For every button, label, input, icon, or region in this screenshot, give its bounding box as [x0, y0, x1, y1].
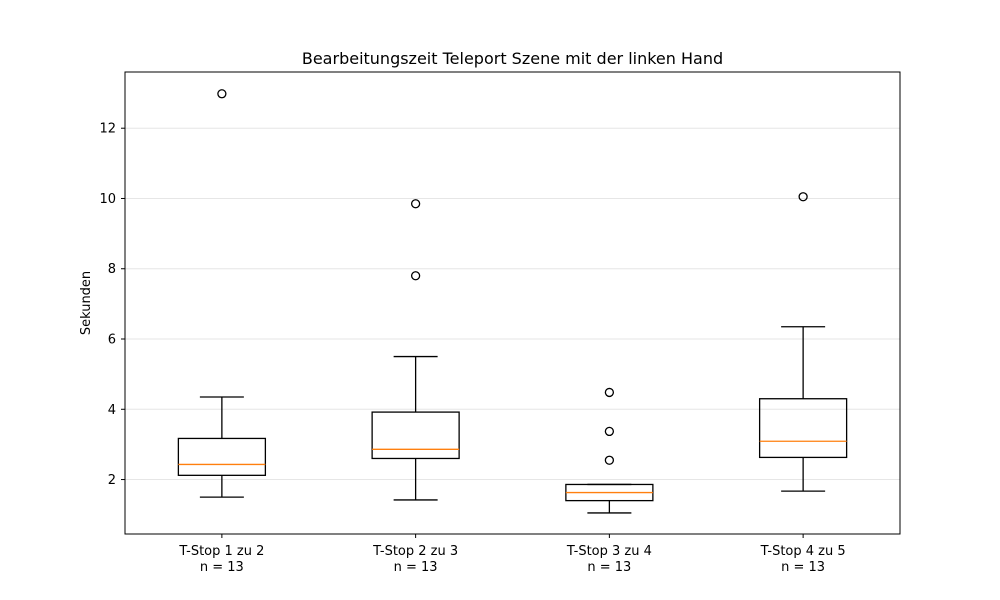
x-tick-sample-size: n = 13	[587, 560, 631, 575]
x-tick-label: T-Stop 4 zu 5	[760, 544, 846, 559]
y-axis: 2 4 6 8 10 12	[99, 122, 125, 488]
y-axis-label: Sekunden	[79, 271, 94, 335]
box-group	[758, 192, 848, 492]
grid-lines	[125, 127, 900, 481]
chart-title: Bearbeitungszeit Teleport Szene mit der …	[302, 49, 723, 68]
iqr-box	[177, 437, 267, 476]
x-tick-sample-size: n = 13	[200, 560, 244, 575]
y-tick-label: 8	[108, 262, 116, 277]
outlier-point	[410, 271, 421, 281]
x-tick-label: T-Stop 1 zu 2	[178, 544, 264, 559]
box-group	[177, 89, 267, 498]
x-tick-sample-size: n = 13	[394, 560, 438, 575]
y-tick-label: 2	[108, 473, 116, 488]
outlier-point	[217, 89, 227, 99]
y-tick-label: 4	[108, 403, 116, 418]
outlier-point	[604, 455, 615, 465]
outlier-point	[798, 192, 808, 202]
iqr-box	[371, 411, 460, 460]
y-tick-label: 12	[99, 122, 116, 137]
x-tick-sample-size: n = 13	[781, 560, 825, 575]
outlier-point	[410, 199, 421, 209]
boxes	[177, 89, 848, 514]
outlier-point	[604, 387, 615, 398]
box-group	[371, 199, 460, 501]
plot-frame	[124, 71, 901, 535]
box-group	[565, 387, 654, 514]
y-tick-label: 6	[108, 333, 116, 348]
x-tick-label: T-Stop 2 zu 3	[372, 544, 458, 559]
iqr-box	[758, 398, 848, 459]
x-tick-label: T-Stop 3 zu 4	[566, 544, 652, 559]
y-tick-label: 10	[99, 192, 116, 207]
outlier-point	[604, 426, 615, 437]
x-axis: T-Stop 1 zu 2n = 13T-Stop 2 zu 3n = 13T-…	[178, 534, 846, 575]
